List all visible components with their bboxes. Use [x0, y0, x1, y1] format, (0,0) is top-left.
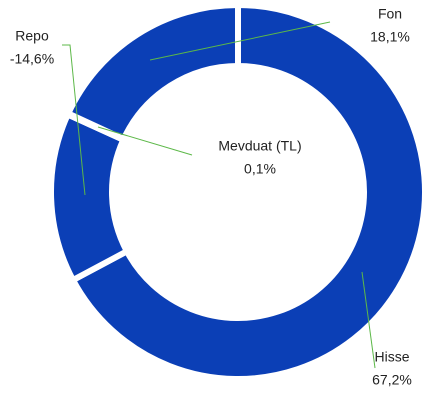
- leader-line: [97, 126, 193, 156]
- value-label: 18,1%: [370, 29, 410, 45]
- value-label: -14,6%: [10, 51, 54, 67]
- leader-line: [62, 44, 86, 196]
- value-label: 67,2%: [372, 372, 412, 388]
- leader-line: [149, 21, 331, 61]
- category-label: Repo: [15, 28, 49, 44]
- donut-slice: [68, 1, 428, 382]
- leader-line: [361, 271, 376, 369]
- donut-slice: [64, 1, 241, 144]
- category-label: Mevduat (TL): [218, 138, 301, 154]
- value-label: 0,1%: [244, 161, 276, 177]
- category-label: Hisse: [374, 349, 409, 365]
- category-label: Fon: [378, 6, 402, 22]
